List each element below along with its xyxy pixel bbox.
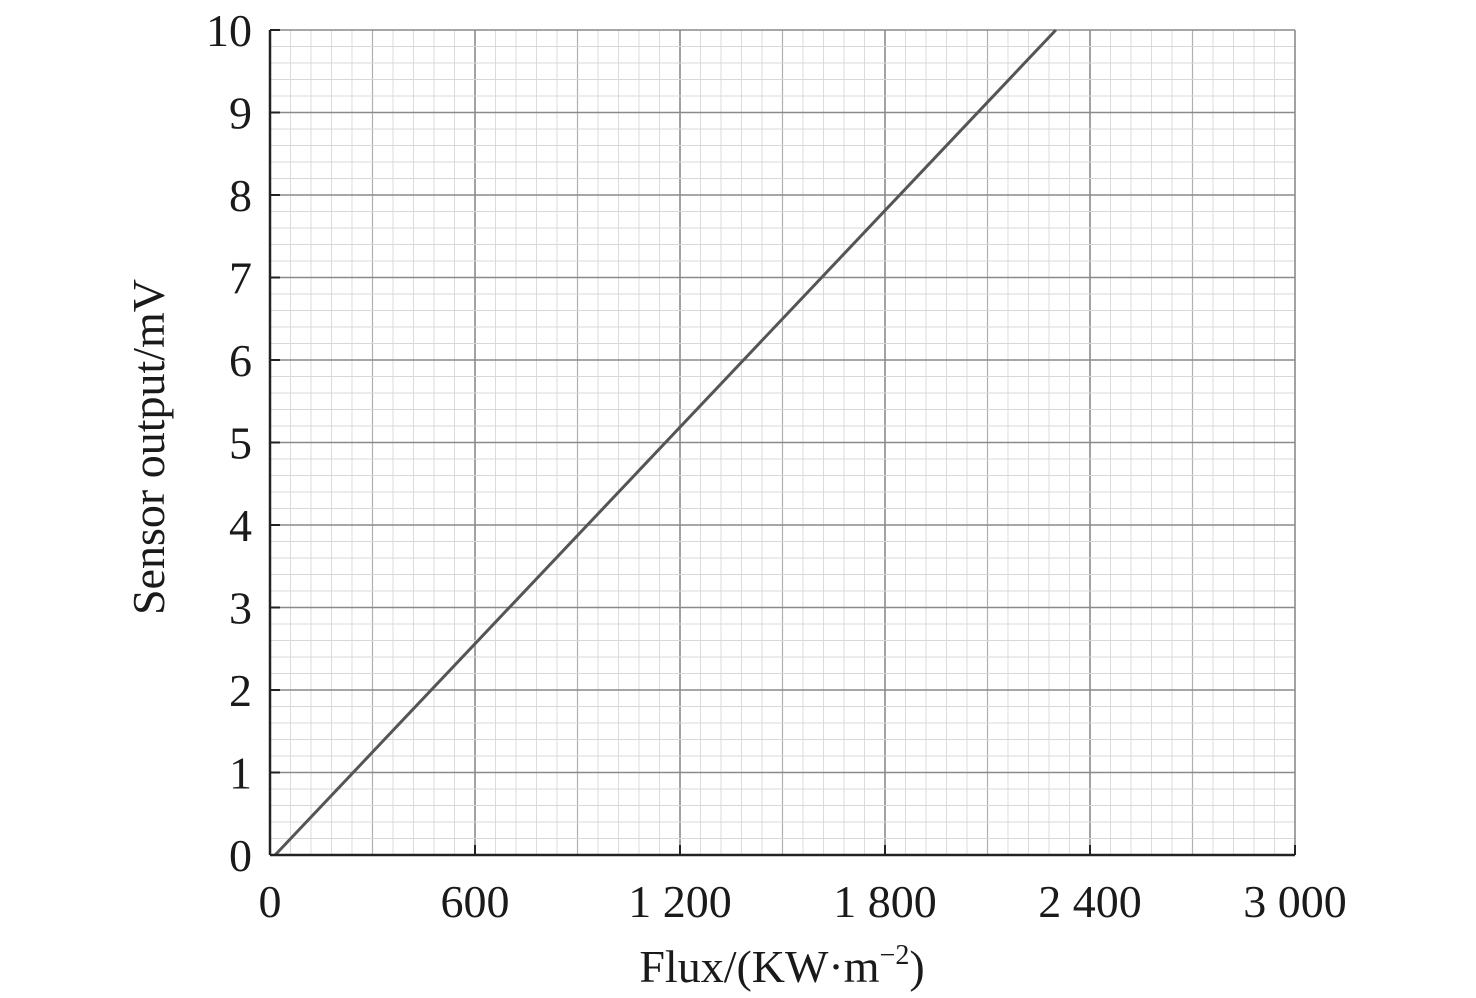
y-axis-title: Sensor output/mV	[123, 279, 174, 615]
grid	[270, 29, 1296, 855]
y-tick-label: 4	[229, 500, 252, 551]
x-tick-label: 600	[441, 876, 510, 927]
x-tick-label: 0	[259, 876, 282, 927]
y-tick-label: 10	[206, 5, 252, 56]
y-tick-label: 8	[229, 170, 252, 221]
y-axis-ticks: 0 1 2 3 4 5 6 7 8 9 10	[206, 5, 280, 881]
x-tick-label: 3 000	[1243, 876, 1347, 927]
y-tick-label: 6	[229, 335, 252, 386]
x-axis-title: Flux/(KW·m−2)	[639, 940, 924, 992]
x-axis-ticks: 0 600 1 200 1 800 2 400 3 000	[259, 845, 1347, 927]
y-tick-label: 5	[229, 418, 252, 469]
x-tick-label: 2 400	[1038, 876, 1142, 927]
y-tick-label: 9	[229, 88, 252, 139]
y-tick-label: 7	[229, 253, 252, 304]
y-tick-label: 2	[229, 665, 252, 716]
y-tick-label: 3	[229, 583, 252, 634]
x-tick-label: 1 200	[628, 876, 732, 927]
series-line	[274, 28, 1057, 857]
y-tick-label: 0	[229, 830, 252, 881]
y-tick-label: 1	[229, 748, 252, 799]
x-tick-label: 1 800	[833, 876, 937, 927]
series-layer	[274, 28, 1057, 857]
